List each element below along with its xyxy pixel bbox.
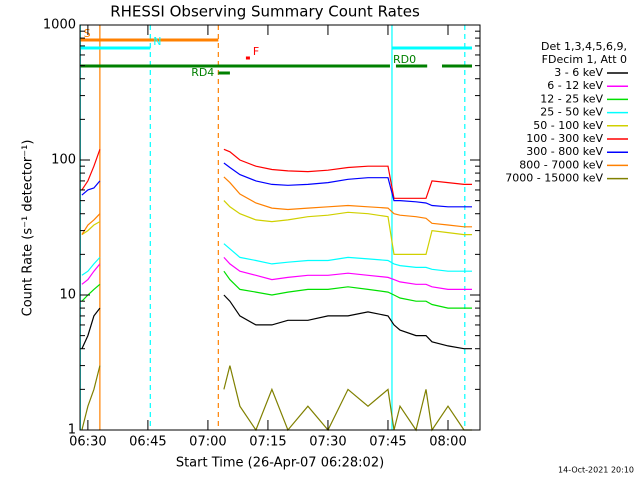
y-tick-label: 1: [68, 423, 76, 438]
x-axis-label: Start Time (26-Apr-07 06:28:02): [176, 456, 384, 471]
flag-label: S: [84, 27, 91, 40]
series-line: [81, 270, 472, 309]
series-line: [81, 176, 472, 235]
series-line: [81, 294, 472, 350]
flag-label: F: [253, 45, 259, 58]
x-tick-label: 06:30: [69, 435, 106, 450]
legend-label: 25 - 50 keV: [540, 106, 603, 119]
series-line: [81, 162, 472, 208]
flag-label: RD0: [393, 53, 416, 66]
footer: 14-Oct-2021 20:10: [558, 466, 634, 475]
legend-title: Det 1,3,4,5,6,9,: [541, 40, 627, 53]
flag-label: RD4: [191, 66, 214, 79]
legend-label: 800 - 7000 keV: [519, 158, 603, 171]
x-tick-label: 07:15: [249, 435, 286, 450]
y-axis-label: Count Rate (s⁻¹ detector⁻¹): [21, 140, 36, 317]
flag-label: N: [153, 35, 161, 48]
x-tick-label: 08:00: [429, 435, 466, 450]
y-tick-label: 1000: [43, 18, 76, 33]
series-line: [81, 256, 472, 290]
plot-frame: [79, 24, 481, 431]
legend-label: 100 - 300 keV: [526, 132, 603, 145]
legend-label: 7000 - 15000 keV: [505, 172, 603, 185]
legend-label: 300 - 800 keV: [526, 145, 603, 158]
legend-title: FDecim 1, Att 0: [542, 53, 627, 66]
y-tick-label: 100: [51, 153, 76, 168]
x-tick-label: 07:00: [189, 435, 226, 450]
legend-label: 50 - 100 keV: [533, 119, 603, 132]
x-tick-label: 06:45: [129, 435, 166, 450]
series-line: [81, 243, 472, 276]
legend-label: 3 - 6 keV: [554, 66, 603, 79]
chart-title: RHESSI Observing Summary Count Rates: [110, 3, 420, 21]
series-line: [81, 200, 472, 255]
y-tick-label: 10: [59, 288, 76, 303]
x-tick-label: 07:45: [369, 435, 406, 450]
series-line: [81, 148, 472, 199]
legend-label: 12 - 25 keV: [540, 92, 603, 105]
x-tick-label: 07:30: [309, 435, 346, 450]
legend-label: 6 - 12 keV: [547, 79, 603, 92]
